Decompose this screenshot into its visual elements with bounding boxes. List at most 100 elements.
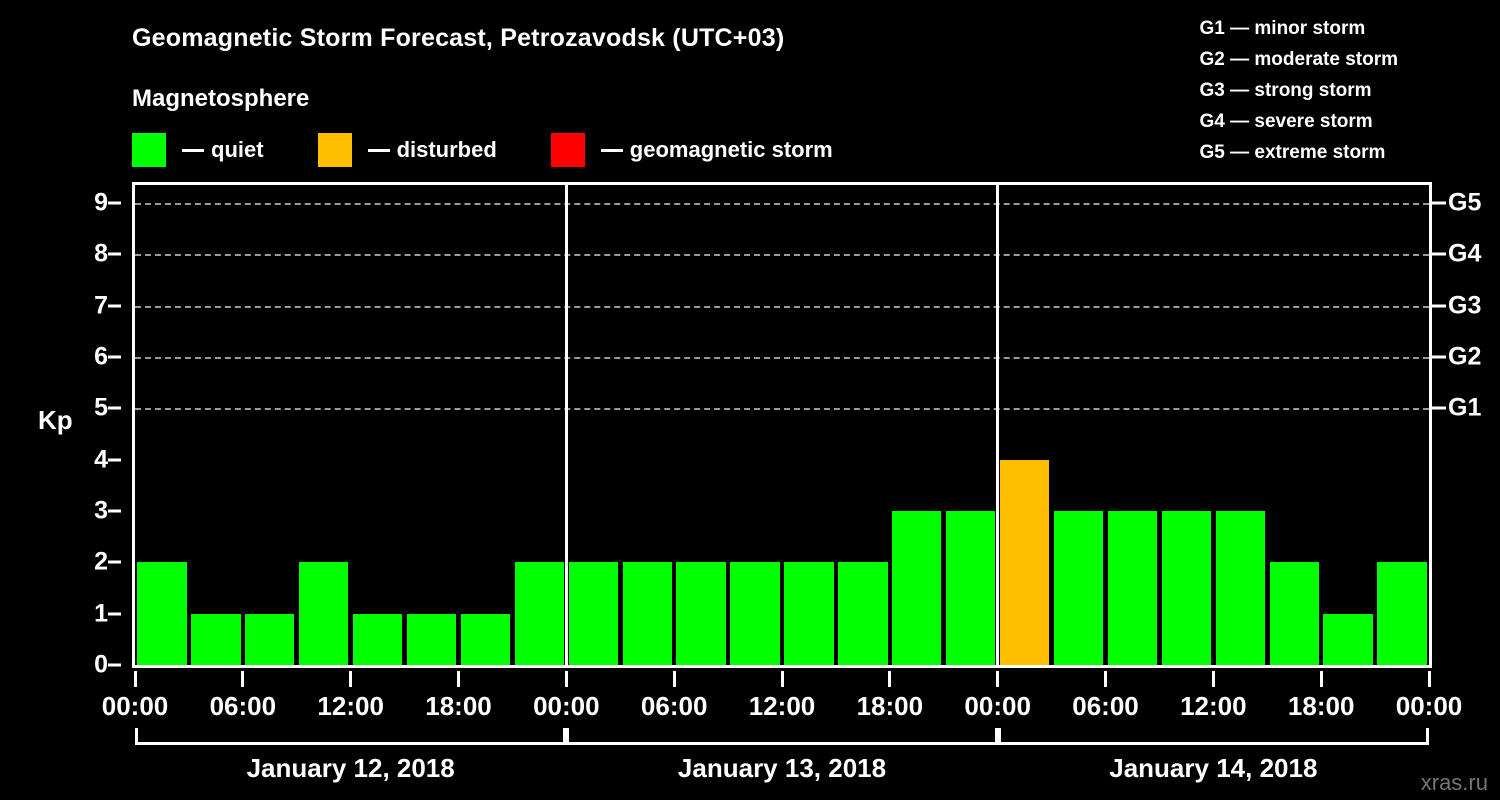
gridline-kp-7	[135, 305, 1429, 308]
g-tick-label-G3: G3	[1448, 291, 1482, 320]
x-tick-label-4: 00:00	[533, 691, 600, 721]
red-swatch	[550, 133, 585, 167]
bar-january-14-2018-0300[interactable]	[1053, 511, 1104, 665]
orange-swatch	[317, 133, 352, 167]
x-tick-mark-4	[564, 671, 568, 687]
g-tick-mark-G5	[1432, 201, 1446, 205]
bar-january-14-2018-1200[interactable]	[1215, 511, 1265, 665]
bar-january-13-2018-0900[interactable]	[730, 562, 780, 665]
gridline-kp-9	[135, 202, 1429, 205]
y-tick-mark-3	[108, 509, 121, 513]
legend-item-2[interactable]: geomagnetic storm	[550, 133, 833, 167]
y-tick-label-3: 3	[94, 496, 108, 525]
legend-dash-icon	[367, 148, 390, 152]
y-tick-label-5: 5	[94, 393, 108, 422]
day-bracket-tick-0-0	[135, 728, 138, 745]
watermark: xras.ru	[1420, 770, 1488, 795]
bar-january-13-2018-1200[interactable]	[784, 562, 834, 665]
bar-january-14-2018-0600[interactable]	[1107, 511, 1158, 665]
legend-label-1: disturbed	[396, 137, 497, 162]
bar-january-12-2018-1800[interactable]	[460, 613, 511, 665]
day-divider-2	[996, 185, 1000, 665]
x-tick-mark-9	[1104, 671, 1107, 687]
gscale-legend: G1 — minor storm G2 — moderate storm G3 — …	[1200, 14, 1399, 169]
day-label-1: January 13, 2018	[677, 753, 887, 783]
gridline-kp-5	[135, 408, 1429, 411]
x-tick-mark-7	[888, 671, 892, 687]
g-tick-mark-G1	[1432, 406, 1446, 410]
g-tick-mark-G3	[1432, 304, 1446, 308]
y-tick-label-9: 9	[94, 188, 108, 217]
legend-dash-icon	[182, 148, 204, 152]
bar-january-13-2018-1800[interactable]	[892, 511, 942, 665]
x-tick-mark-12	[1427, 671, 1431, 687]
green-swatch	[132, 133, 166, 167]
gscale-row-1: G1 — minor storm	[1199, 18, 1366, 39]
x-tick-label-8: 00:00	[964, 691, 1031, 721]
day-bracket-line-1	[566, 742, 998, 745]
g-tick-label-G2: G2	[1448, 342, 1482, 371]
bar-january-14-2018-2100[interactable]	[1377, 562, 1427, 665]
y-axis-labels: 0 1 2 3 4 5 6 7 8 9	[62, 182, 121, 679]
y-tick-label-2: 2	[94, 547, 108, 576]
g-tick-mark-G4	[1432, 252, 1446, 256]
bar-january-12-2018-0300[interactable]	[191, 613, 241, 665]
day-divider-1	[564, 185, 568, 665]
y-tick-mark-9	[108, 201, 121, 205]
x-tick-mark-0	[133, 671, 137, 687]
gscale-row-5: G5 — extreme storm	[1199, 141, 1386, 163]
gscale-row-2: G2 — moderate storm	[1199, 48, 1399, 70]
bar-january-13-2018-0000[interactable]	[568, 562, 618, 665]
chart-plot-area	[132, 182, 1432, 668]
x-tick-label-11: 18:00	[1287, 691, 1355, 721]
x-tick-mark-1	[241, 671, 245, 687]
day-bracket-line-2	[997, 742, 1429, 745]
bar-january-13-2018-1500[interactable]	[838, 562, 888, 665]
x-tick-label-0: 00:00	[101, 691, 169, 721]
legend-item-1[interactable]: disturbed	[317, 133, 497, 167]
y-tick-label-6: 6	[94, 342, 108, 371]
day-label-0: January 12, 2018	[246, 753, 455, 783]
bar-january-13-2018-0600[interactable]	[676, 562, 726, 665]
day-bracket-tick-1-1	[994, 728, 998, 745]
day-bracket-tick-1-0	[566, 728, 570, 745]
day-bracket-line-0	[135, 742, 567, 745]
x-tick-label-6: 12:00	[748, 691, 816, 721]
bar-january-13-2018-2100[interactable]	[946, 511, 996, 665]
x-tick-label-3: 18:00	[425, 691, 492, 721]
y-tick-mark-4	[108, 458, 121, 462]
bar-january-13-2018-0300[interactable]	[622, 562, 672, 665]
g-tick-mark-G2	[1432, 355, 1446, 359]
day-bracket-tick-2-1	[1426, 728, 1429, 745]
bar-january-12-2018-2100[interactable]	[514, 562, 565, 665]
bar-january-12-2018-0600[interactable]	[245, 613, 295, 665]
bar-january-12-2018-1200[interactable]	[352, 613, 403, 665]
legend-label-2: geomagnetic storm	[629, 137, 833, 162]
legend-item-0[interactable]: quiet	[132, 133, 264, 167]
gscale-row-4: G4 — severe storm	[1199, 110, 1373, 132]
bar-january-12-2018-1500[interactable]	[406, 613, 457, 665]
day-bracket-tick-2-0	[997, 728, 1001, 745]
magnetosphere-legend: quiet disturbed geomagnetic storm	[132, 133, 887, 167]
bar-january-12-2018-0000[interactable]	[137, 562, 187, 665]
bar-january-12-2018-0900[interactable]	[299, 562, 349, 665]
x-tick-mark-5	[672, 671, 676, 687]
bar-january-14-2018-1500[interactable]	[1269, 562, 1319, 665]
x-tick-label-2: 12:00	[317, 691, 384, 721]
day-bracket-tick-0-1	[563, 728, 567, 745]
y-axis-title: Kp	[38, 405, 73, 435]
x-tick-label-12: 00:00	[1395, 691, 1463, 721]
y-tick-label-1: 1	[94, 599, 108, 628]
bar-january-14-2018-1800[interactable]	[1323, 613, 1373, 665]
y-tick-mark-7	[108, 304, 121, 308]
y-tick-label-4: 4	[94, 445, 108, 474]
x-tick-label-10: 12:00	[1180, 691, 1247, 721]
bar-january-14-2018-0900[interactable]	[1161, 511, 1212, 665]
bar-january-14-2018-0000[interactable]	[999, 459, 1050, 665]
x-tick-mark-8	[996, 671, 1000, 687]
x-tick-mark-6	[780, 671, 784, 687]
y-tick-mark-0	[108, 663, 121, 667]
gridline-kp-8	[135, 254, 1429, 257]
gscale-row-3: G3 — strong storm	[1199, 79, 1372, 101]
legend-dash-icon	[600, 148, 623, 152]
